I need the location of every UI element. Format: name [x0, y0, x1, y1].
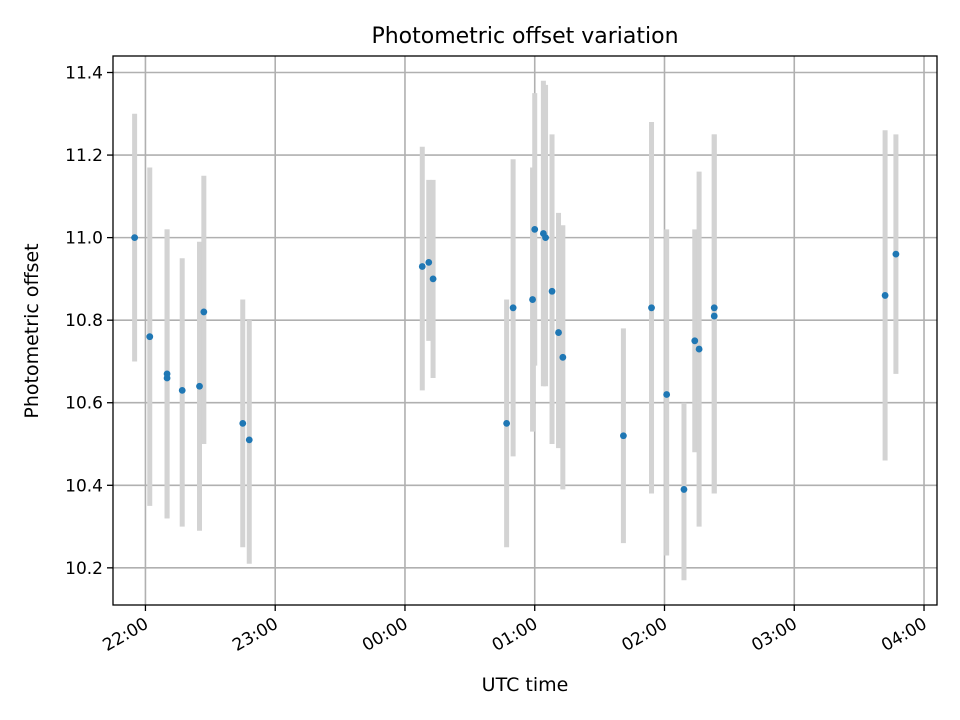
x-tick-label: 02:00: [619, 614, 671, 656]
chart-title: Photometric offset variation: [371, 24, 678, 49]
data-point: [245, 436, 253, 444]
y-tick-label: 10.4: [65, 476, 103, 496]
y-tick-label: 11.0: [65, 229, 103, 249]
data-point: [200, 308, 208, 316]
y-tick-label: 10.6: [65, 394, 103, 414]
data-point: [196, 382, 203, 390]
data-point: [555, 329, 562, 336]
data-point: [163, 374, 171, 382]
data-point: [648, 304, 655, 312]
y-tick-label: 10.2: [65, 559, 103, 579]
x-tick-label: 00:00: [359, 614, 411, 656]
data-point: [710, 304, 718, 312]
data-point: [620, 432, 627, 440]
data-point: [503, 419, 511, 427]
data-point: [418, 263, 426, 270]
data-point: [680, 486, 688, 493]
data-point: [146, 333, 154, 341]
data-point: [548, 287, 556, 295]
x-tick-label: 01:00: [489, 614, 541, 656]
x-tick-label: 04:00: [878, 614, 930, 656]
x-axis: 22:00 23:00 00:00 01:00 02:00 03:00 04:00: [100, 605, 931, 656]
data-point: [178, 386, 186, 394]
y-tick-label: 10.8: [65, 311, 103, 331]
data-point: [691, 337, 699, 345]
data-point: [429, 275, 437, 283]
data-point: [542, 234, 549, 242]
y-axis: 10.2 10.4 10.6 10.8 11.0 11.2 11.4: [65, 64, 113, 579]
x-tick-label: 03:00: [748, 614, 800, 656]
data-point: [663, 391, 671, 398]
x-axis-label: UTC time: [482, 674, 569, 696]
data-point: [531, 225, 539, 233]
data-point: [559, 353, 567, 361]
data-point: [529, 296, 536, 303]
x-tick-label: 22:00: [100, 614, 152, 656]
data-points: [131, 225, 900, 493]
x-tick-label: 23:00: [229, 614, 281, 656]
grid-lines: [113, 56, 937, 605]
data-point: [425, 258, 433, 266]
y-tick-label: 11.4: [65, 64, 103, 84]
data-point: [131, 234, 139, 242]
data-point: [239, 419, 247, 427]
plot-frame: [112, 55, 938, 606]
data-point: [881, 292, 889, 299]
y-axis-label: Photometric offset: [21, 243, 43, 418]
data-point: [509, 304, 517, 312]
data-point: [695, 345, 703, 353]
data-point: [892, 250, 900, 258]
data-point: [710, 312, 718, 320]
y-tick-label: 11.2: [65, 146, 103, 166]
